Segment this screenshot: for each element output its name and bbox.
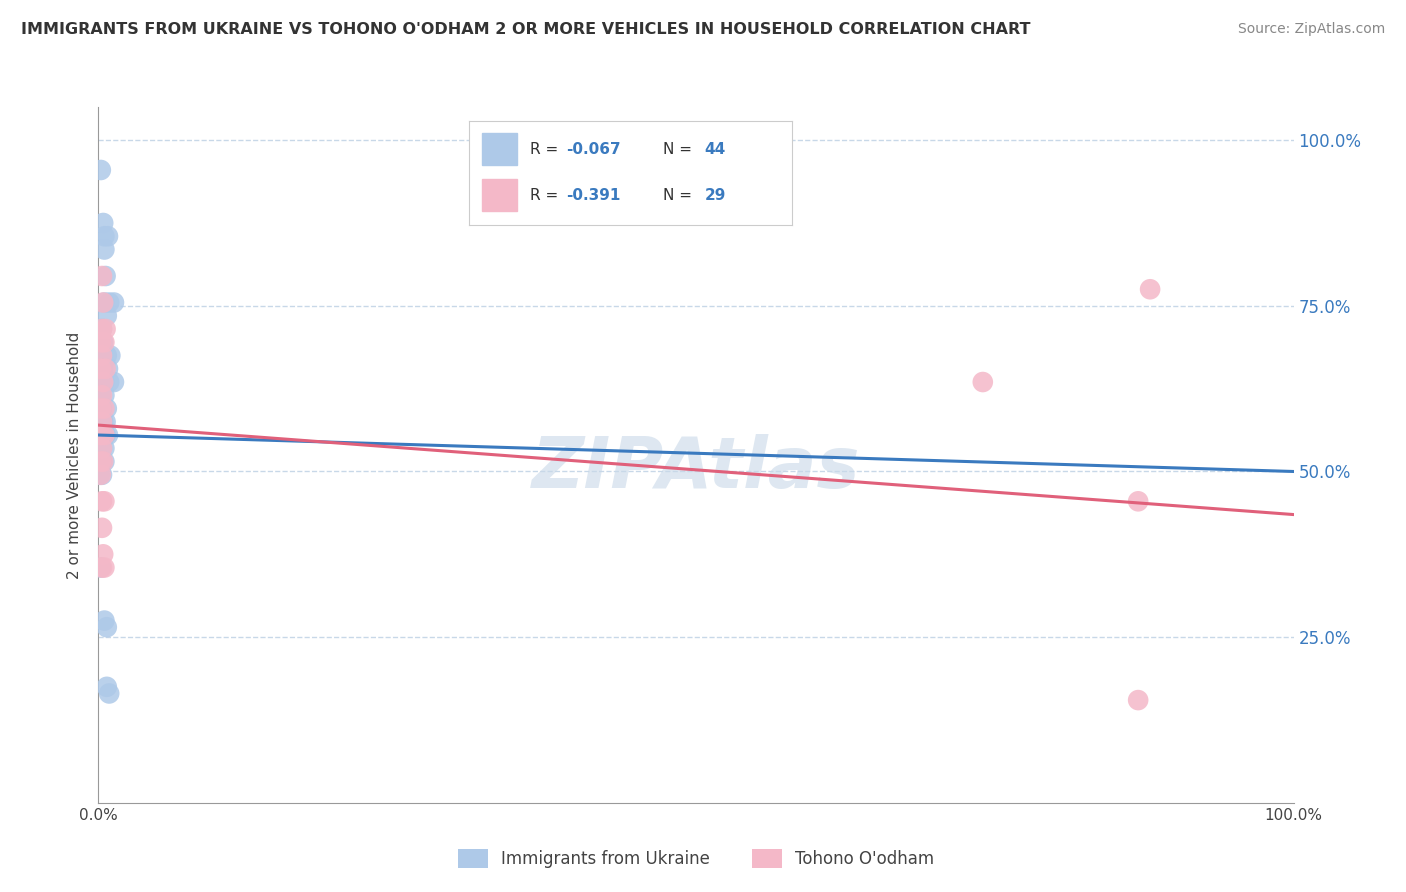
Point bbox=[91, 442, 114, 456]
Point bbox=[94, 428, 117, 442]
Point bbox=[97, 428, 120, 442]
Point bbox=[98, 375, 121, 389]
Point bbox=[93, 243, 115, 257]
Point bbox=[91, 295, 114, 310]
Point bbox=[89, 454, 111, 468]
Point bbox=[93, 375, 115, 389]
Point bbox=[91, 560, 114, 574]
Point bbox=[91, 401, 114, 416]
Point bbox=[96, 349, 118, 363]
Point bbox=[93, 428, 115, 442]
Legend: Immigrants from Ukraine, Tohono O'odham: Immigrants from Ukraine, Tohono O'odham bbox=[451, 842, 941, 874]
Point bbox=[90, 163, 112, 178]
Point bbox=[91, 322, 114, 336]
Point bbox=[97, 361, 120, 376]
Point bbox=[103, 295, 125, 310]
Point bbox=[94, 322, 117, 336]
Point bbox=[91, 322, 114, 336]
Point bbox=[93, 388, 115, 402]
Point bbox=[91, 375, 114, 389]
Point bbox=[96, 620, 118, 634]
Point bbox=[91, 415, 114, 429]
Text: Source: ZipAtlas.com: Source: ZipAtlas.com bbox=[1237, 22, 1385, 37]
Point bbox=[90, 560, 112, 574]
Point bbox=[90, 454, 112, 468]
Point bbox=[93, 454, 115, 468]
Point bbox=[89, 467, 111, 482]
Point bbox=[91, 521, 114, 535]
Point bbox=[972, 375, 994, 389]
Point bbox=[94, 268, 117, 283]
Point bbox=[91, 361, 114, 376]
Point bbox=[96, 401, 118, 416]
Point bbox=[91, 467, 114, 482]
Point bbox=[90, 401, 112, 416]
Point bbox=[91, 454, 114, 468]
Text: IMMIGRANTS FROM UKRAINE VS TOHONO O'ODHAM 2 OR MORE VEHICLES IN HOUSEHOLD CORREL: IMMIGRANTS FROM UKRAINE VS TOHONO O'ODHA… bbox=[21, 22, 1031, 37]
Point bbox=[93, 442, 115, 456]
Point bbox=[89, 442, 111, 456]
Point bbox=[98, 686, 121, 700]
Point bbox=[98, 349, 122, 363]
Point bbox=[90, 467, 112, 482]
Point bbox=[90, 388, 112, 402]
Point bbox=[91, 349, 114, 363]
Point bbox=[91, 268, 114, 283]
Point bbox=[91, 349, 114, 363]
Point bbox=[98, 295, 121, 310]
Point bbox=[93, 401, 115, 416]
Point bbox=[1128, 693, 1150, 707]
Point bbox=[90, 335, 112, 350]
Point bbox=[96, 680, 118, 694]
Point bbox=[90, 415, 112, 429]
Point bbox=[97, 229, 120, 244]
Point bbox=[94, 361, 117, 376]
Y-axis label: 2 or more Vehicles in Household: 2 or more Vehicles in Household bbox=[67, 331, 83, 579]
Point bbox=[93, 614, 115, 628]
Point bbox=[91, 494, 114, 508]
Point bbox=[94, 415, 117, 429]
Point bbox=[91, 442, 114, 456]
Text: ZIPAtlas: ZIPAtlas bbox=[531, 434, 860, 503]
Point bbox=[91, 216, 114, 230]
Point bbox=[103, 375, 125, 389]
Point bbox=[93, 560, 115, 574]
Point bbox=[90, 428, 112, 442]
Point bbox=[93, 335, 115, 350]
Point bbox=[90, 361, 112, 376]
Point bbox=[91, 415, 114, 429]
Point bbox=[93, 494, 115, 508]
Point bbox=[90, 428, 112, 442]
Point bbox=[93, 229, 115, 244]
Point bbox=[1128, 494, 1150, 508]
Point bbox=[91, 335, 114, 350]
Point bbox=[91, 454, 114, 468]
Point bbox=[91, 428, 114, 442]
Point bbox=[91, 547, 114, 561]
Point bbox=[91, 388, 114, 402]
Point bbox=[96, 309, 118, 323]
Point bbox=[1139, 282, 1161, 296]
Point bbox=[93, 295, 115, 310]
